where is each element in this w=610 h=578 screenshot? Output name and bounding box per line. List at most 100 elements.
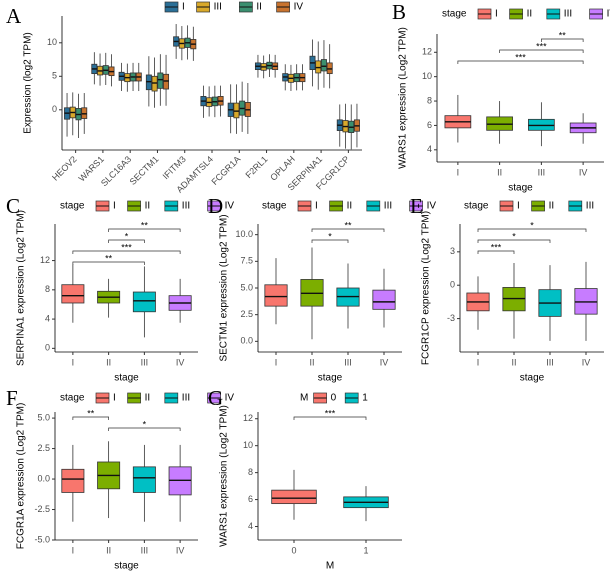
significance-label: ** <box>141 220 149 230</box>
y-tick-label: 8 <box>248 467 253 477</box>
significance-bracket <box>457 60 584 64</box>
x-tick-label: I <box>477 357 480 367</box>
legend-label: II <box>549 201 555 212</box>
y-axis-label: FCGR1A expression (Log2 TPM) <box>16 403 27 550</box>
panel-label: G <box>208 386 223 410</box>
significance-bracket <box>477 239 551 243</box>
significance-label: ** <box>105 253 113 263</box>
legend-label: IV <box>225 393 235 404</box>
y-tick-label: 6 <box>248 494 253 504</box>
significance-label: *** <box>515 52 526 62</box>
x-tick-label: II <box>511 357 516 367</box>
significance-label: * <box>125 231 129 241</box>
y-axis-label: FCGR1CP expression (Log2 TPM) <box>421 211 432 365</box>
x-tick-label: III <box>546 357 554 367</box>
legend-title: stage <box>60 201 85 212</box>
y-tick-label: 10.0 <box>235 229 253 239</box>
y-tick-label: 10 <box>422 71 432 81</box>
significance-bracket <box>311 239 349 243</box>
y-tick-label: 6 <box>427 120 432 130</box>
legend-label: III <box>586 201 594 212</box>
y-tick-label: 5.0 <box>37 412 50 422</box>
y-tick-label: 5.0 <box>240 282 253 292</box>
y-axis-label: WARS1 expression (Log2 TPM) <box>398 27 409 169</box>
significance-label: * <box>143 419 147 429</box>
x-tick-label: IV <box>582 357 591 367</box>
significance-label: *** <box>536 41 547 51</box>
legend-label: I <box>517 201 520 212</box>
x-tick-label: IV <box>176 545 185 555</box>
y-tick-label: 0.0 <box>240 336 253 346</box>
y-axis-label: Expression (log2 TPM) <box>23 32 34 134</box>
legend-label: III <box>182 201 190 212</box>
y-tick-label: 12 <box>422 47 432 57</box>
x-tick-label: III <box>141 357 149 367</box>
legend-title: stage <box>442 9 467 20</box>
panel-label: F <box>6 386 18 410</box>
x-axis-label: stage <box>508 183 533 194</box>
legend-label: III <box>214 2 222 13</box>
y-tick-label: -3 <box>447 313 455 323</box>
significance-label: * <box>530 220 534 230</box>
legend-label: I <box>113 201 116 212</box>
significance-bracket <box>499 49 584 53</box>
significance-bracket <box>477 250 515 254</box>
y-tick-label: 4 <box>45 313 50 323</box>
x-axis-label: stage <box>520 373 545 384</box>
x-tick-label: 0 <box>291 545 296 555</box>
significance-label: * <box>512 231 516 241</box>
legend-title: stage <box>60 393 85 404</box>
y-tick-label: 0 <box>45 343 50 353</box>
y-tick-label: 8 <box>45 284 50 294</box>
y-axis-label: WARS1 expression (Log2 TPM) <box>219 405 230 547</box>
x-tick-label: I <box>457 167 460 177</box>
legend-label: II <box>145 201 151 212</box>
y-tick-label: 10 <box>243 440 253 450</box>
box <box>271 489 317 505</box>
legend-label: IV <box>607 9 610 20</box>
panel-label: B <box>392 0 406 24</box>
x-tick-label: III <box>538 167 546 177</box>
y-axis-label: SERPINA1 expression (Log2 TPM) <box>16 210 27 366</box>
legend-title: M <box>300 393 308 404</box>
significance-bracket <box>108 239 145 243</box>
legend-label: 1 <box>362 393 368 404</box>
panel-label: D <box>208 194 223 218</box>
legend-label: II <box>256 2 262 13</box>
x-tick-label: SLC16A3 <box>99 154 133 188</box>
legend-label: III <box>182 393 190 404</box>
y-axis-label: SECTM1 expression (Log2 TPM) <box>219 214 230 361</box>
significance-label: * <box>328 231 332 241</box>
legend-label: 0 <box>331 393 337 404</box>
x-tick-label: IV <box>176 357 185 367</box>
legend-label: I <box>315 201 318 212</box>
y-tick-label: 4 <box>248 521 253 531</box>
legend-label: I <box>495 9 498 20</box>
y-tick-label: 4 <box>427 144 432 154</box>
significance-label: *** <box>325 408 336 418</box>
x-axis-label: M <box>326 561 334 572</box>
y-tick-label: 5 <box>52 71 57 81</box>
legend-label: III <box>564 9 572 20</box>
legend-label: IV <box>225 201 235 212</box>
x-axis-label: stage <box>114 373 139 384</box>
y-tick-label: 2.5 <box>240 309 253 319</box>
x-tick-label: II <box>106 545 111 555</box>
y-tick-label: -2.5 <box>34 504 50 514</box>
significance-label: ** <box>87 408 95 418</box>
legend-label: IV <box>294 2 304 13</box>
legend-title: stage <box>464 201 489 212</box>
box <box>320 59 327 72</box>
x-tick-label: HEOV2 <box>50 154 79 183</box>
significance-bracket <box>293 416 367 420</box>
y-tick-label: 0 <box>52 104 57 114</box>
panel-label: A <box>6 4 22 28</box>
significance-bracket <box>108 427 181 431</box>
y-tick-label: 8 <box>427 95 432 105</box>
y-tick-label: 12 <box>40 255 50 265</box>
significance-bracket <box>541 38 584 42</box>
box <box>61 284 85 304</box>
legend-label: IV <box>427 201 437 212</box>
box <box>157 72 164 89</box>
x-tick-label: III <box>344 357 352 367</box>
